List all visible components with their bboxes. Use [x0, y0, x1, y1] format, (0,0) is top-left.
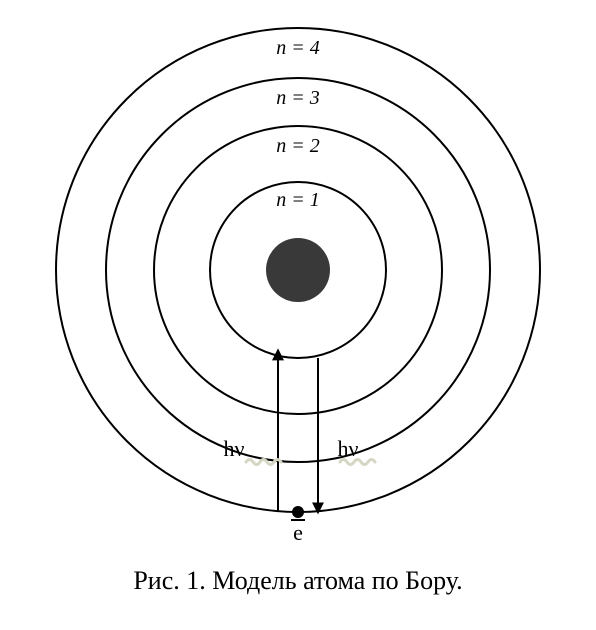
nucleus — [266, 238, 330, 302]
figure-container: n = 1 n = 2 n = 3 n = 4 hν hν e Рис. 1. Модель… — [0, 0, 596, 630]
electron-dot — [292, 506, 304, 518]
orbit-label-3: n = 3 — [276, 87, 320, 109]
photon-squiggle-1 — [246, 460, 281, 465]
orbit-label-1: n = 1 — [276, 189, 320, 211]
orbit-label-2: n = 2 — [276, 135, 320, 157]
electron-label: e — [293, 520, 303, 545]
figure-caption: Рис. 1. Модель атома по Бору. — [0, 560, 596, 596]
bohr-model-diagram: n = 1 n = 2 n = 3 n = 4 hν hν e — [0, 0, 596, 560]
orbit-label-4: n = 4 — [276, 37, 320, 59]
hv-label-2: hν — [338, 436, 359, 461]
hv-label-1: hν — [224, 436, 245, 461]
